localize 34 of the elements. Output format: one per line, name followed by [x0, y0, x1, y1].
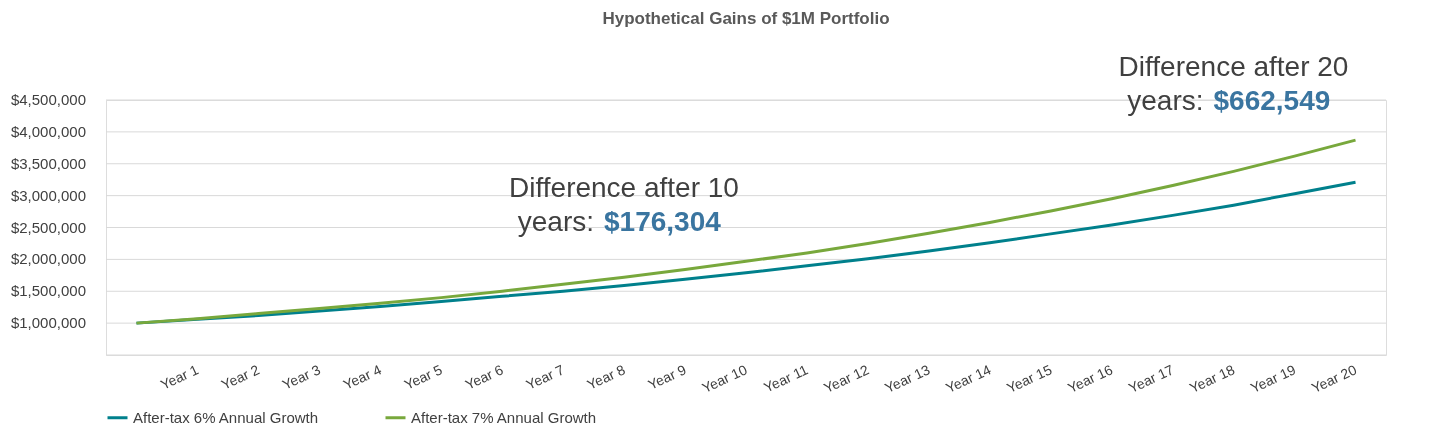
y-tick-label: $2,000,000	[10, 250, 86, 268]
x-tick-label: Year 12	[821, 361, 872, 397]
x-tick-label: Year 11	[761, 361, 811, 396]
x-tick-label: Year 13	[882, 361, 933, 397]
x-tick-label: Year 17	[1126, 361, 1177, 397]
y-tick-label: $3,500,000	[10, 154, 86, 172]
x-tick-label: Year 20	[1308, 361, 1360, 397]
x-tick-label: Year 10	[699, 361, 750, 397]
legend-label: After-tax 7% Annual Growth	[411, 408, 597, 426]
y-tick-label: $4,000,000	[10, 122, 86, 140]
x-tick-label: Year 1	[157, 361, 202, 393]
x-tick-label: Year 3	[279, 361, 323, 393]
legend-label: After-tax 6% Annual Growth	[133, 408, 319, 426]
y-tick-label: $2,500,000	[10, 218, 86, 236]
x-tick-label: Year 15	[1004, 361, 1055, 397]
x-tick-label: Year 8	[584, 361, 628, 393]
y-tick-label: $4,500,000	[10, 91, 86, 108]
x-tick-label: Year 6	[462, 361, 506, 393]
x-tick-label: Year 7	[523, 361, 567, 393]
x-tick-label: Year 9	[645, 361, 689, 393]
y-tick-label: $3,000,000	[10, 186, 86, 204]
annotation: Difference after 10 years: $176,304	[509, 172, 739, 238]
line-series	[134, 138, 1358, 325]
x-tick-label: Year 19	[1247, 361, 1299, 397]
x-tick-label: Year 14	[943, 361, 994, 397]
x-tick-label: Year 4	[340, 361, 384, 393]
y-tick-label: $1,000,000	[10, 314, 86, 332]
x-tick-label: Year 18	[1187, 361, 1238, 397]
x-tick-label: Year 2	[218, 361, 263, 393]
annotation: Difference after 20 years: $662,549	[1118, 51, 1349, 117]
y-tick-label: $1,500,000	[10, 282, 86, 300]
chart-title: Hypothetical Gains of $1M Portfolio	[602, 9, 890, 29]
x-tick-label: Year 16	[1065, 361, 1116, 397]
x-tick-label: Year 5	[401, 361, 445, 393]
